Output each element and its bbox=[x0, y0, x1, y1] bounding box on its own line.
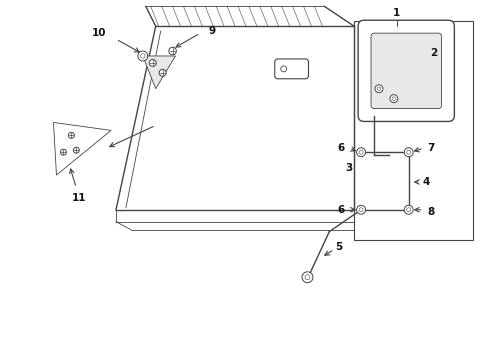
Circle shape bbox=[69, 132, 74, 138]
Circle shape bbox=[375, 85, 383, 93]
Circle shape bbox=[359, 150, 363, 154]
Circle shape bbox=[407, 150, 411, 154]
Circle shape bbox=[281, 66, 287, 72]
Text: 6: 6 bbox=[338, 143, 345, 153]
Text: 9: 9 bbox=[209, 26, 216, 36]
Circle shape bbox=[159, 69, 166, 76]
Text: 11: 11 bbox=[72, 193, 87, 203]
FancyBboxPatch shape bbox=[358, 20, 454, 121]
Text: 10: 10 bbox=[92, 28, 106, 38]
FancyBboxPatch shape bbox=[354, 21, 473, 239]
Circle shape bbox=[149, 59, 156, 66]
FancyBboxPatch shape bbox=[371, 33, 441, 109]
Circle shape bbox=[74, 147, 79, 153]
Text: 7: 7 bbox=[427, 143, 434, 153]
FancyBboxPatch shape bbox=[275, 59, 309, 79]
Circle shape bbox=[357, 205, 366, 214]
Circle shape bbox=[392, 97, 395, 100]
Circle shape bbox=[407, 208, 411, 212]
Circle shape bbox=[305, 275, 310, 280]
Circle shape bbox=[60, 149, 66, 155]
Circle shape bbox=[169, 47, 176, 55]
Polygon shape bbox=[143, 56, 175, 89]
Polygon shape bbox=[53, 122, 111, 175]
Circle shape bbox=[377, 87, 381, 90]
Text: 8: 8 bbox=[427, 207, 434, 217]
Circle shape bbox=[404, 205, 413, 214]
Circle shape bbox=[404, 148, 413, 157]
Circle shape bbox=[359, 208, 363, 212]
Circle shape bbox=[390, 95, 398, 103]
Circle shape bbox=[141, 54, 145, 58]
Circle shape bbox=[302, 272, 313, 283]
Text: 3: 3 bbox=[345, 163, 353, 173]
Text: 1: 1 bbox=[393, 8, 400, 18]
Text: 2: 2 bbox=[430, 48, 437, 58]
Circle shape bbox=[357, 148, 366, 157]
Circle shape bbox=[138, 51, 148, 61]
Text: 5: 5 bbox=[336, 243, 343, 252]
Text: 4: 4 bbox=[423, 177, 430, 187]
Text: 6: 6 bbox=[338, 205, 345, 215]
